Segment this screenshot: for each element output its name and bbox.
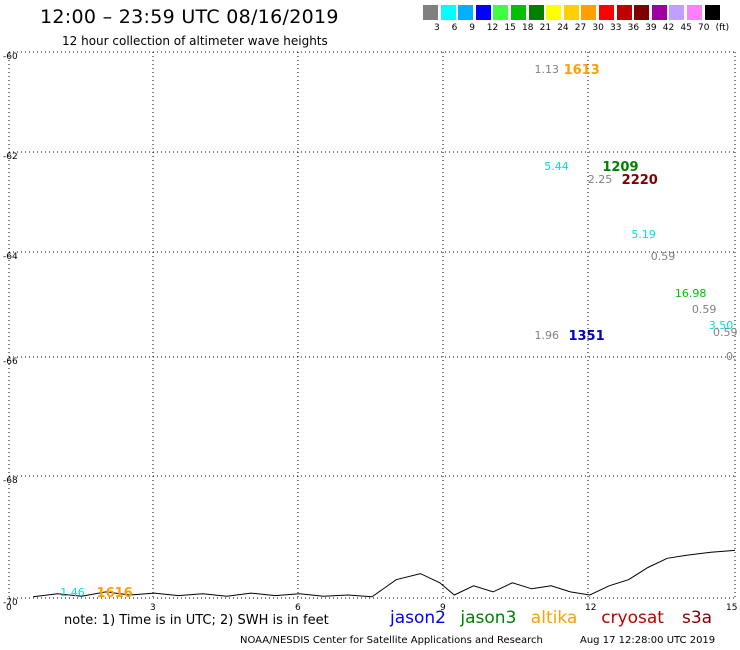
legend-swatch [493,5,509,20]
legend-label: 6 [451,23,458,33]
legend-swatch [634,5,650,20]
pass-time-label: 1351 [568,329,605,344]
satellite-name-cryosat: cryosat [601,608,664,628]
wave-height-label: 3.50 [708,318,734,332]
wave-height-label: 5.19 [631,227,656,241]
legend-swatch [651,5,667,20]
legend-label: 70 [698,23,710,33]
longitude-tick-label: 3 [150,603,156,613]
credit-text: NOAA/NESDIS Center for Satellite Applica… [240,635,543,646]
longitude-tick-label: 12 [585,603,597,613]
legend-label: 3 [434,23,440,33]
wave-height-label: 1.96 [534,329,560,342]
footer-note: note: 1) Time is in UTC; 2) SWH is in fe… [64,613,329,628]
pass-time-label: 2220 [621,172,658,188]
longitude-tick-label: 15 [726,603,738,613]
legend-label: 45 [680,23,692,33]
pass-time-label: 1613 [563,62,600,78]
satellite-name-jason3: jason3 [460,608,517,628]
legend-label: 24 [557,23,569,33]
legend-swatch [669,5,685,20]
latitude-tick-label: -66 [3,357,18,367]
wave-height-label: 0.59 [713,326,738,340]
wave-height-label: 16.98 [674,287,707,300]
legend-swatch [616,5,632,20]
legend-label: 42 [662,23,675,33]
wave-height-label: 5.44 [544,160,569,173]
legend-swatch [546,5,562,20]
graticule [8,51,736,599]
legend-label: 18 [522,23,534,33]
legend-label: 30 [592,23,604,33]
map-title: 12:00 – 23:59 UTC 08/16/2019 [40,6,339,28]
legend-label: 33 [610,23,622,33]
legend-swatch [440,5,456,20]
satellite-name-altika: altika [530,608,578,628]
legend-label: 27 [574,23,587,33]
latitude-tick-label: -70 [3,598,18,608]
legend-swatch [563,5,579,20]
legend-swatch [528,5,544,20]
latitude-tick-label: -62 [3,152,18,162]
legend-label: 9 [469,23,475,33]
legend-swatch [475,5,491,20]
wave-height-label: 0. [726,350,737,363]
longitude-tick-label: 0 [6,603,12,613]
legend-swatch [687,5,702,20]
legend-swatch [704,5,720,20]
generation-datestamp: Aug 17 12:28:00 UTC 2019 [580,635,716,646]
legend-swatch [423,5,438,20]
satellite-name-jason2: jason2 [390,608,446,628]
legend-label: 21 [539,23,552,33]
wave-height-label: 0.59 [650,250,676,264]
wave-height-label: 0.59 [691,302,717,316]
pass-time-label: 1209 [602,160,639,175]
legend-label: (ft) [715,23,730,33]
coastline [33,549,736,598]
legend-swatch [511,5,526,20]
latitude-tick-label: -64 [3,252,18,262]
wave-height-label: 1.46 [60,586,85,600]
map-subtitle: 12 hour collection of altimeter wave hei… [62,34,328,48]
legend-label: 36 [627,23,640,33]
latitude-tick-label: -68 [3,476,18,486]
wave-height-label: 1.13 [534,62,560,76]
longitude-tick-label: 6 [295,603,301,613]
legend-swatch [581,5,597,20]
satellite-name-s3a: s3a [682,608,713,628]
legend-label: 39 [645,23,657,33]
legend-label: 15 [504,23,516,33]
legend-swatch [599,5,614,20]
legend-label: 12 [486,23,499,33]
pass-time-label: 1616 [96,586,133,602]
longitude-tick-label: 9 [440,603,446,613]
legend-swatch [458,5,474,20]
wave-height-label: 2.25 [587,172,613,186]
latitude-tick-label: -60 [3,52,18,62]
